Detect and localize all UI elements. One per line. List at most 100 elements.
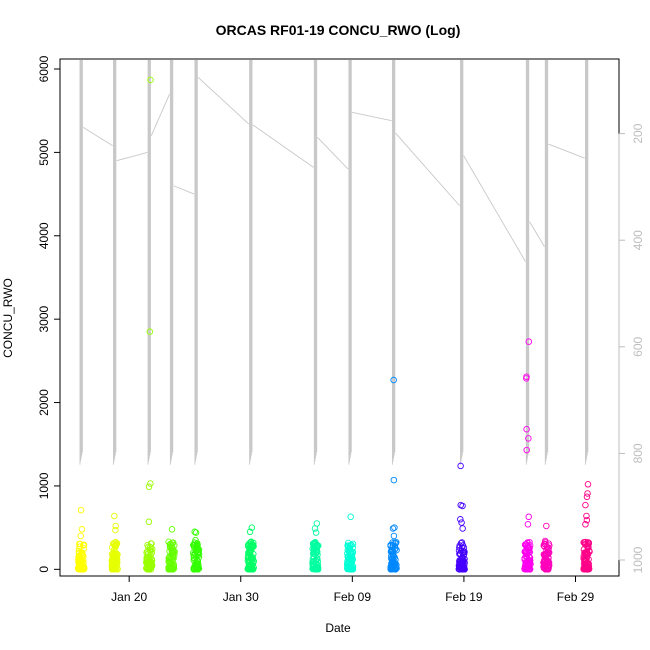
data-point: [110, 554, 117, 562]
data-point: [390, 563, 398, 570]
data-point: [165, 565, 173, 572]
y2-tick-label: 600: [631, 336, 645, 356]
data-point: [78, 526, 86, 533]
data-point: [389, 556, 396, 563]
data-point: [314, 551, 321, 558]
data-point: [112, 526, 119, 534]
data-point: [585, 539, 593, 546]
data-point: [346, 546, 354, 553]
data-point: [541, 560, 549, 568]
data-point: [310, 553, 318, 560]
data-point: [112, 522, 119, 530]
data-point: [523, 375, 530, 382]
data-point: [585, 556, 592, 563]
trajectory-lines: [79, 60, 589, 465]
data-point: [248, 524, 256, 531]
data-point: [390, 532, 398, 540]
data-point: [388, 548, 396, 555]
data-point: [521, 565, 528, 573]
data-point: [459, 525, 466, 532]
data-point: [347, 553, 354, 561]
data-point: [77, 558, 84, 566]
data-point: [147, 548, 154, 555]
transit-line: [150, 93, 170, 136]
data-point: [459, 565, 467, 573]
x-tick-label: Feb 09: [334, 590, 372, 604]
data-point: [312, 557, 319, 564]
y-axis: 0 1000 2000 3000 4000 5000 6000: [37, 55, 61, 573]
data-point: [194, 542, 201, 550]
data-point: [582, 521, 589, 528]
y-tick-label: 2000: [37, 389, 51, 416]
data-point: [113, 541, 120, 548]
data-point: [460, 557, 467, 564]
data-point: [144, 541, 151, 549]
chart-title: ORCAS RF01-19 CONCU_RWO (Log): [216, 22, 461, 38]
data-point: [583, 493, 591, 501]
data-point: [110, 541, 118, 548]
data-point: [146, 328, 154, 335]
data-point: [168, 526, 176, 533]
data-point: [456, 566, 463, 573]
data-point: [393, 546, 400, 554]
data-point: [314, 561, 321, 569]
data-point: [248, 565, 256, 573]
data-point: [525, 513, 532, 521]
data-point: [75, 560, 83, 568]
data-point: [145, 566, 153, 573]
data-point: [545, 549, 553, 556]
y-tick-label: 4000: [37, 222, 51, 249]
data-point: [110, 540, 117, 547]
transit-line: [317, 137, 349, 170]
data-point: [144, 550, 152, 558]
data-point: [247, 538, 255, 546]
y-tick-label: 1000: [37, 472, 51, 499]
data-point: [582, 560, 590, 568]
data-point: [460, 550, 468, 558]
x-tick-label: Jan 20: [111, 590, 147, 604]
x-tick-label: Feb 19: [445, 590, 483, 604]
transit-line: [197, 77, 250, 125]
data-point: [166, 557, 174, 564]
data-point: [522, 561, 530, 568]
data-point: [310, 565, 317, 572]
data-points: [74, 76, 593, 573]
data-point: [390, 376, 397, 384]
x-axis: Jan 20 Jan 30 Feb 09 Feb 19 Feb 29: [111, 575, 594, 604]
data-point: [80, 541, 88, 549]
data-point: [582, 501, 589, 509]
data-point: [80, 542, 87, 549]
data-point: [244, 542, 252, 550]
transit-line: [173, 185, 195, 195]
data-point: [246, 528, 254, 536]
data-point: [347, 565, 354, 572]
data-point: [349, 540, 357, 548]
transit-line: [548, 143, 585, 159]
data-point: [543, 550, 550, 557]
data-point: [522, 548, 529, 555]
transit-line: [252, 124, 314, 168]
data-point: [526, 554, 533, 561]
data-point: [144, 548, 152, 555]
data-point: [143, 549, 151, 556]
data-point: [192, 564, 200, 572]
y-tick-label: 0: [37, 566, 51, 573]
data-point: [80, 553, 87, 560]
data-point: [583, 548, 590, 556]
data-point: [192, 536, 199, 544]
data-point: [580, 539, 587, 546]
data-point: [458, 544, 466, 552]
plot-frame: [59, 58, 620, 577]
data-point: [526, 538, 533, 546]
x-axis-label: Date: [325, 621, 351, 635]
data-point: [79, 566, 86, 573]
data-point: [145, 483, 153, 491]
data-point: [312, 529, 320, 536]
data-point: [169, 548, 177, 555]
data-point: [390, 476, 398, 484]
data-point: [584, 490, 591, 497]
y2-tick-label: 1000: [631, 546, 645, 573]
data-point: [347, 513, 354, 521]
data-point: [168, 544, 176, 551]
data-point: [525, 338, 533, 345]
